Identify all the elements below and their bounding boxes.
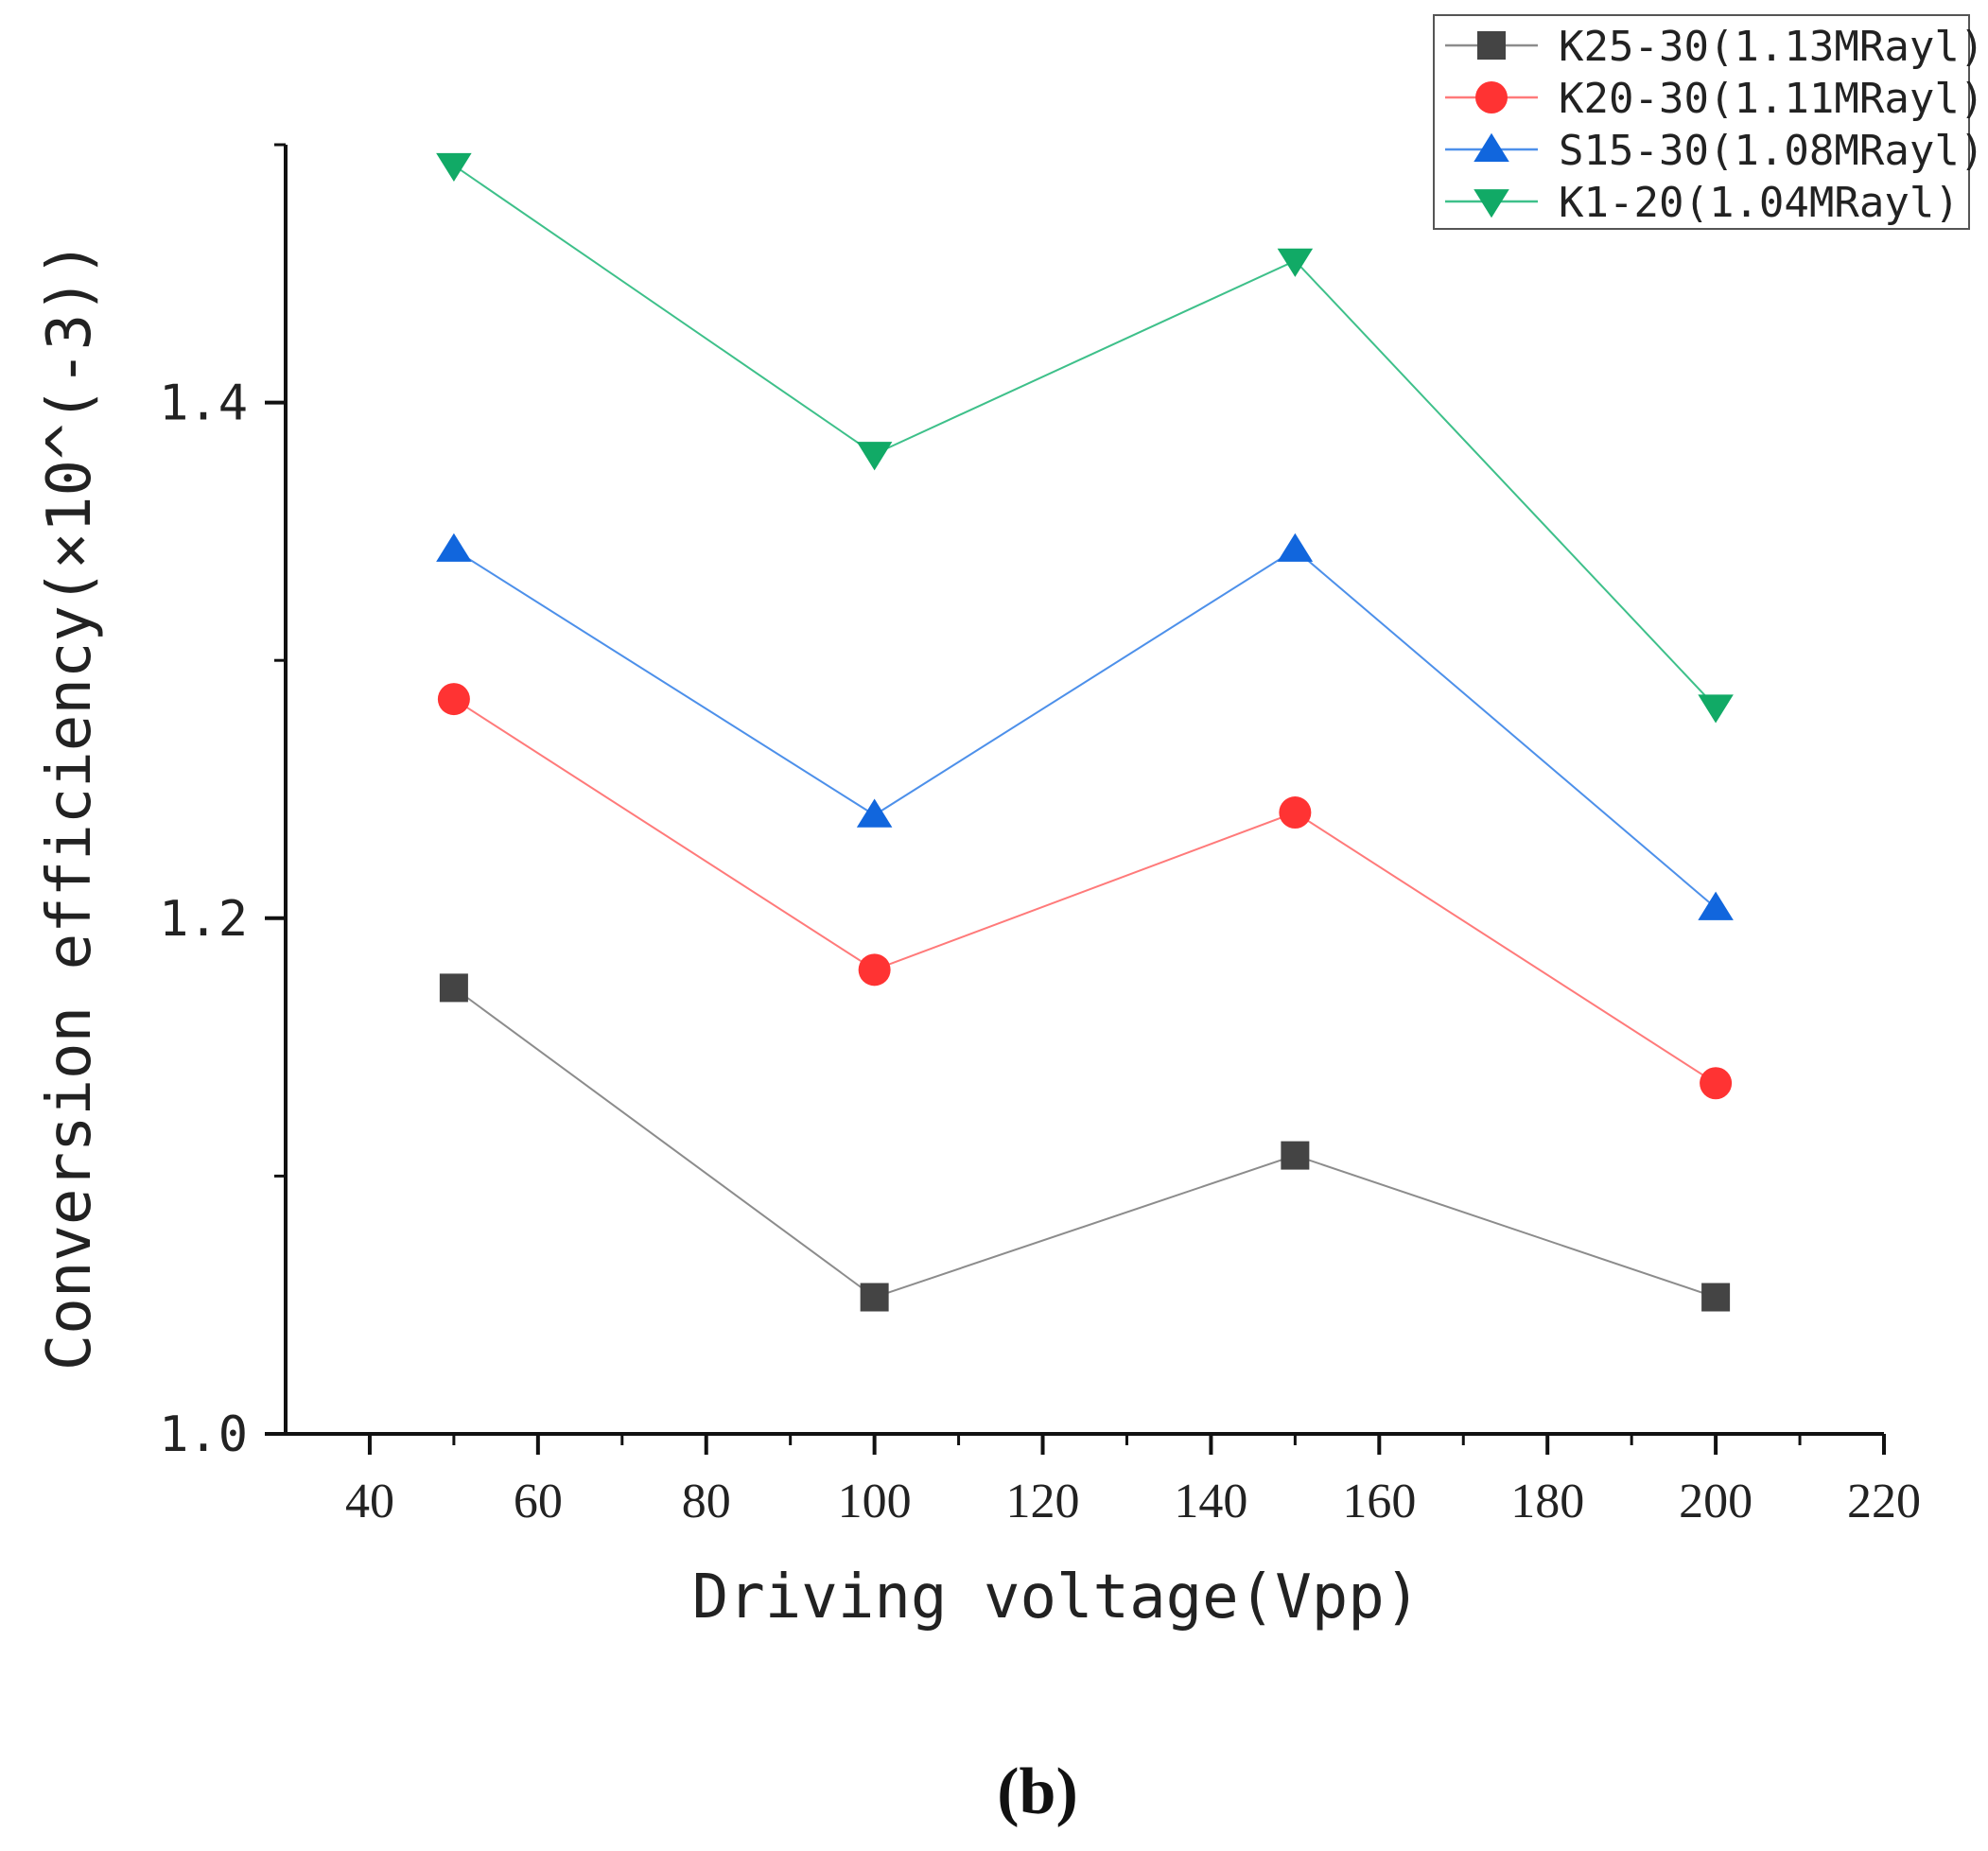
x-tick-label: 40 <box>345 1475 394 1528</box>
series-layer <box>436 152 1734 1312</box>
y-tick-label: 1.0 <box>159 1406 248 1463</box>
series-2 <box>436 533 1734 920</box>
y-tick-label: 1.2 <box>159 891 248 948</box>
data-point <box>436 152 472 183</box>
y-tick-label: 1.4 <box>159 375 248 432</box>
data-point <box>1698 694 1734 724</box>
series-3 <box>436 152 1734 724</box>
legend-marker <box>1475 81 1508 114</box>
x-tick-label: 120 <box>1006 1475 1080 1528</box>
data-point <box>436 533 472 562</box>
legend-label: K1-20(1.04MRayl) <box>1559 179 1960 227</box>
series-line <box>453 548 1717 909</box>
x-tick-label: 200 <box>1679 1475 1753 1528</box>
x-axis-label: Driving voltage(Vpp) <box>692 1563 1421 1633</box>
data-point <box>1698 891 1734 920</box>
data-point <box>439 973 468 1003</box>
x-tick-label: 220 <box>1847 1475 1921 1528</box>
x-tick-label: 140 <box>1174 1475 1247 1528</box>
x-tick-label: 180 <box>1510 1475 1584 1528</box>
data-point <box>1701 1283 1731 1312</box>
legend-entry-3: K1-20(1.04MRayl) <box>1445 179 1960 227</box>
figure-caption: (b) <box>997 1755 1078 1828</box>
legend-entry-2: S15-30(1.08MRayl) <box>1445 127 1984 175</box>
data-point <box>1277 533 1314 562</box>
series-0 <box>439 973 1731 1312</box>
x-tick-label: 100 <box>838 1475 912 1528</box>
legend-box <box>1433 14 1970 230</box>
series-line <box>453 164 1717 707</box>
data-point <box>1279 796 1312 829</box>
x-tick-label: 160 <box>1342 1475 1416 1528</box>
series-1 <box>437 683 1733 1100</box>
legend-marker <box>1474 132 1509 162</box>
data-point <box>856 798 893 828</box>
legend-marker <box>1477 31 1506 60</box>
data-point <box>858 953 891 987</box>
series-line <box>453 698 1717 1085</box>
legend-label: K25-30(1.13MRayl) <box>1559 23 1984 71</box>
data-point <box>1281 1141 1310 1170</box>
legend-marker <box>1474 189 1509 218</box>
series-line <box>453 987 1717 1299</box>
legend-entry-0: K25-30(1.13MRayl) <box>1445 23 1984 71</box>
data-point <box>1277 248 1314 277</box>
axes: 40 60 80 100 120 140 160 180 200 220 1.0 1.2 1.4 <box>159 143 1921 1528</box>
legend-entry-1: K20-30(1.11MRayl) <box>1445 75 1984 123</box>
x-tick-label: 80 <box>682 1475 731 1528</box>
legend: K25-30(1.13MRayl)K20-30(1.11MRayl)S15-30… <box>1433 14 1984 230</box>
x-tick-label: 60 <box>514 1475 563 1528</box>
legend-label: K20-30(1.11MRayl) <box>1559 75 1984 123</box>
data-point <box>1700 1067 1733 1100</box>
data-point <box>856 442 893 471</box>
legend-label: S15-30(1.08MRayl) <box>1559 127 1984 175</box>
y-axis-label: Conversion efficiency(×10^(-3)) <box>35 241 105 1371</box>
data-point <box>437 683 470 716</box>
data-point <box>860 1283 889 1312</box>
